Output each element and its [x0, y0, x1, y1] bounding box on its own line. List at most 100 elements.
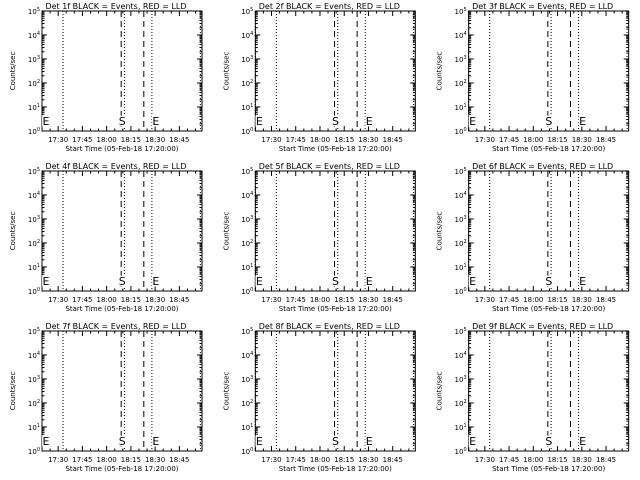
y-tick-exponent: 4: [250, 191, 253, 197]
detector-panel: Det 7f BLACK = Events, RED = LLD10010110…: [9, 322, 203, 473]
start-marker-label: S: [119, 275, 126, 288]
y-tick-exponent: 0: [37, 127, 40, 133]
y-tick-label: 105: [241, 167, 253, 176]
y-tick-label: 102: [28, 79, 40, 88]
plot-frame: [254, 170, 416, 292]
detector-panel: Det 4f BLACK = Events, RED = LLD10010110…: [9, 162, 203, 313]
y-tick-exponent: 2: [463, 399, 466, 405]
y-tick-base: 10: [455, 288, 464, 296]
y-tick-label: 103: [241, 215, 253, 224]
y-tick-base: 10: [241, 424, 250, 432]
y-tick-label: 104: [241, 191, 253, 200]
x-axis-label: Start Time (05-Feb-18 17:20:00): [279, 465, 392, 473]
x-tick-label: 17:30: [475, 136, 495, 144]
y-tick-label: 101: [455, 263, 467, 272]
end-marker-label: E: [43, 435, 50, 448]
y-tick-label: 102: [28, 239, 40, 248]
y-tick-base: 10: [241, 128, 250, 136]
y-tick-exponent: 4: [37, 191, 40, 197]
plot-frame: [41, 10, 203, 132]
end-marker-halo: E: [256, 275, 263, 288]
end-marker-halo: E: [256, 115, 263, 128]
y-tick-label: 100: [455, 287, 467, 296]
end-marker-halo: E: [366, 435, 373, 448]
y-axis-label: Counts/sec: [436, 52, 444, 91]
y-tick-label: 104: [455, 351, 467, 360]
y-tick-exponent: 1: [37, 263, 40, 269]
x-tick-label: 17:30: [48, 456, 68, 464]
y-tick-exponent: 0: [463, 447, 466, 453]
y-tick-base: 10: [241, 240, 250, 248]
y-tick-label: 100: [28, 127, 40, 136]
x-tick-label: 18:15: [121, 296, 141, 304]
y-tick-base: 10: [241, 104, 250, 112]
end-marker-halo: E: [469, 115, 476, 128]
y-tick-exponent: 0: [250, 127, 253, 133]
end-marker-label: E: [256, 435, 263, 448]
y-tick-base: 10: [28, 128, 37, 136]
y-tick-base: 10: [241, 32, 250, 40]
x-axis-label: Start Time (05-Feb-18 17:20:00): [279, 145, 392, 153]
y-tick-label: 100: [28, 447, 40, 456]
end-marker-label: E: [579, 275, 586, 288]
y-tick-base: 10: [455, 8, 464, 16]
end-marker-label: E: [579, 435, 586, 448]
y-tick-base: 10: [241, 352, 250, 360]
y-tick-base: 10: [455, 128, 464, 136]
y-tick-exponent: 4: [37, 31, 40, 37]
y-tick-exponent: 0: [37, 447, 40, 453]
y-tick-label: 105: [28, 327, 40, 336]
y-tick-exponent: 5: [463, 327, 466, 333]
start-marker-halo: S: [332, 275, 339, 288]
y-tick-exponent: 5: [250, 327, 253, 333]
x-tick-label: 18:30: [358, 296, 378, 304]
detector-panel: Det 2f BLACK = Events, RED = LLD10010110…: [222, 2, 416, 153]
y-tick-base: 10: [455, 400, 464, 408]
y-tick-exponent: 1: [463, 103, 466, 109]
y-tick-exponent: 3: [37, 55, 40, 61]
end-marker-label: E: [579, 115, 586, 128]
y-tick-label: 104: [241, 351, 253, 360]
detector-panel: Det 8f BLACK = Events, RED = LLD10010110…: [222, 322, 416, 473]
x-axis-label: Start Time (05-Feb-18 17:20:00): [279, 305, 392, 313]
x-tick-label: 17:30: [261, 296, 281, 304]
y-tick-base: 10: [28, 352, 37, 360]
y-tick-base: 10: [455, 216, 464, 224]
y-tick-exponent: 3: [463, 55, 466, 61]
x-tick-label: 18:15: [334, 456, 354, 464]
end-marker-halo: E: [469, 435, 476, 448]
x-tick-label: 17:45: [499, 296, 519, 304]
panel-title: Det 4f BLACK = Events, RED = LLD: [45, 162, 186, 171]
end-marker-halo: E: [43, 275, 50, 288]
y-tick-exponent: 4: [463, 351, 466, 357]
y-tick-base: 10: [455, 192, 464, 200]
y-tick-base: 10: [455, 168, 464, 176]
end-marker-halo: E: [579, 115, 586, 128]
end-marker-halo: E: [469, 275, 476, 288]
start-marker-label: S: [119, 435, 126, 448]
y-tick-exponent: 4: [463, 191, 466, 197]
y-tick-exponent: 5: [37, 167, 40, 173]
x-tick-label: 18:15: [121, 456, 141, 464]
y-tick-exponent: 1: [250, 263, 253, 269]
y-tick-label: 101: [455, 103, 467, 112]
plot-frame: [41, 330, 203, 452]
y-tick-label: 101: [28, 103, 40, 112]
y-tick-base: 10: [28, 104, 37, 112]
end-marker-label: E: [43, 275, 50, 288]
x-tick-label: 18:00: [310, 296, 330, 304]
x-tick-label: 18:00: [97, 136, 117, 144]
y-tick-base: 10: [28, 376, 37, 384]
x-tick-label: 18:15: [121, 136, 141, 144]
start-marker-halo: S: [119, 275, 126, 288]
y-tick-label: 105: [28, 7, 40, 16]
y-tick-label: 102: [241, 399, 253, 408]
y-tick-base: 10: [455, 328, 464, 336]
y-tick-base: 10: [28, 264, 37, 272]
start-marker-label: S: [119, 115, 126, 128]
end-marker-label: E: [152, 435, 159, 448]
y-tick-exponent: 1: [37, 423, 40, 429]
y-tick-label: 100: [241, 447, 253, 456]
x-axis-label: Start Time (05-Feb-18 17:20:00): [492, 305, 605, 313]
y-tick-label: 104: [28, 31, 40, 40]
